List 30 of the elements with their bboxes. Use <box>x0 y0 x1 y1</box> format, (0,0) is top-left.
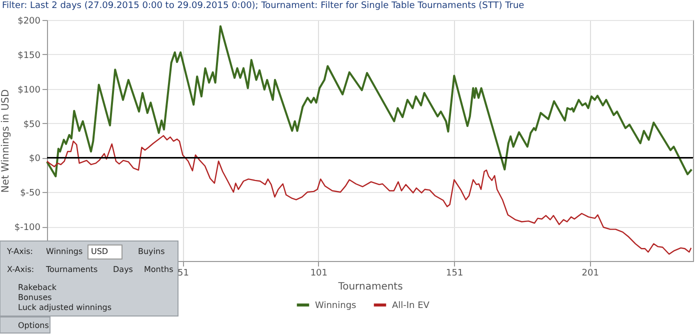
y-tick-label: $-50 <box>20 188 41 199</box>
x-axis-title: Tournaments <box>337 282 403 292</box>
y-tick-label: $200 <box>18 16 41 26</box>
legend-label: All-In EV <box>392 301 430 311</box>
annotation: USD <box>91 247 108 256</box>
y-tick-label: $100 <box>18 85 41 96</box>
y-tick-label: $-100 <box>14 223 41 234</box>
x-tick-label: 201 <box>582 268 599 278</box>
text: Luck adjusted winnings <box>18 303 112 312</box>
annotation: Buyins <box>138 247 165 256</box>
text: Months <box>144 265 174 274</box>
text: X-Axis: <box>7 265 34 274</box>
text: Days <box>113 265 133 274</box>
x-tick-label: 101 <box>310 268 328 278</box>
line-series <box>46 135 692 255</box>
chart-title: Filter: Last 2 days (27.09.2015 0:00 to 29.09.2015 0:00); Tournament: Filter for Single Table Tournaments (STT) True <box>2 1 525 11</box>
annotation: Winnings <box>46 247 83 256</box>
text: Bonuses <box>18 293 52 302</box>
x-tick-label: 51 <box>177 268 189 278</box>
text: Options <box>18 321 49 330</box>
y-tick-label: $50 <box>23 120 41 130</box>
legend-label: Winnings <box>315 301 357 311</box>
y-axis-title: Net Winnings in USD <box>0 89 12 193</box>
y-tick-label: $0 <box>29 154 41 164</box>
text: Rakeback <box>18 283 57 292</box>
text: Tournaments <box>45 265 98 274</box>
line-series <box>46 25 693 178</box>
text: Y-Axis: <box>6 247 33 256</box>
x-tick-label: 151 <box>446 268 464 278</box>
y-tick-label: $150 <box>18 50 41 61</box>
